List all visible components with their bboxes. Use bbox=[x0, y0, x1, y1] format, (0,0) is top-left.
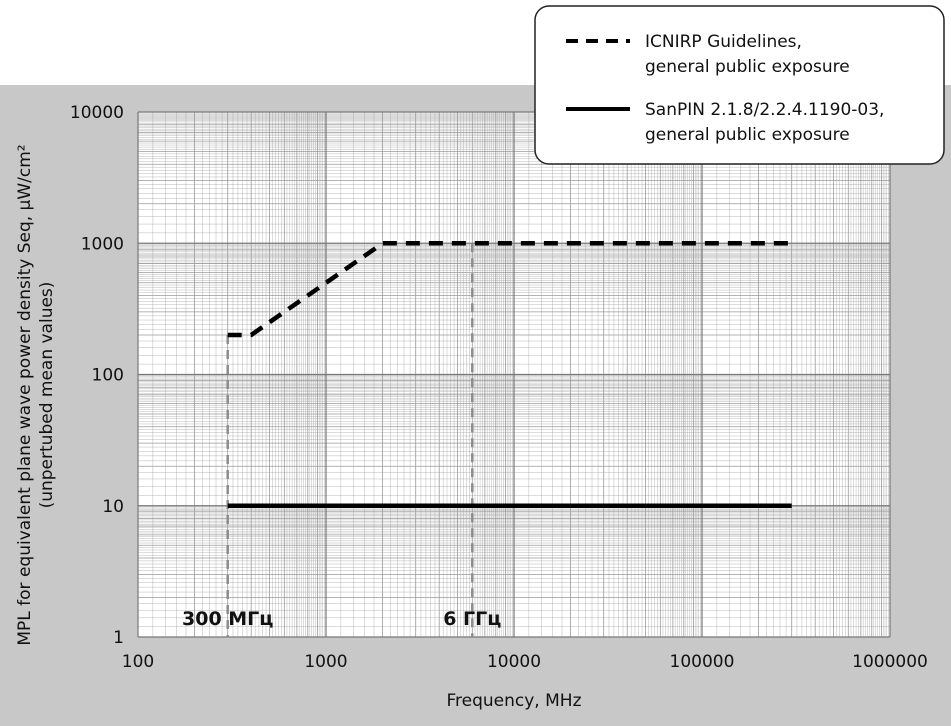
legend-label-icnirp-line-2: general public exposure bbox=[645, 57, 850, 77]
legend-label-sanpin-line-1: SanPIN 2.1.8/2.2.4.1190-03, bbox=[645, 100, 884, 120]
series bbox=[227, 241, 792, 509]
x-tick-label: 10000 bbox=[487, 652, 541, 672]
y-tick-label: 10000 bbox=[70, 103, 124, 123]
frequency-annotation: 6 ГГц bbox=[443, 608, 501, 630]
y-axis-title-line-2: (unpertubed mean values) bbox=[37, 282, 57, 509]
y-tick-label: 1000 bbox=[81, 234, 124, 254]
legend-label-icnirp-line-1: ICNIRP Guidelines, bbox=[645, 32, 802, 52]
y-tick-label: 100 bbox=[92, 366, 124, 386]
frequency-markers bbox=[226, 243, 474, 637]
x-tick-label: 100 bbox=[122, 652, 154, 672]
grid bbox=[137, 111, 891, 638]
x-tick-label: 1000 bbox=[304, 652, 347, 672]
x-axis-title: Frequency, MHz bbox=[446, 691, 581, 711]
legend-label-sanpin-line-2: general public exposure bbox=[645, 125, 850, 145]
y-tick-labels: 1 10 100 1000 10000 bbox=[70, 103, 124, 648]
legend: ICNIRP Guidelines, general public exposu… bbox=[534, 5, 945, 165]
series-icnirp-line bbox=[227, 241, 792, 338]
x-tick-label: 100000 bbox=[670, 652, 735, 672]
y-tick-label: 10 bbox=[102, 497, 124, 517]
frequency-annotation: 300 МГц bbox=[182, 608, 273, 630]
x-tick-labels: 100 1000 10000 100000 1000000 bbox=[122, 652, 928, 672]
y-axis-title-line-1: MPL for equivalent plane wave power dens… bbox=[15, 144, 35, 645]
legend-box bbox=[534, 5, 945, 165]
annotations: 300 МГц 6 ГГц bbox=[182, 608, 501, 630]
x-tick-label: 1000000 bbox=[852, 652, 928, 672]
y-tick-label: 1 bbox=[113, 628, 124, 648]
